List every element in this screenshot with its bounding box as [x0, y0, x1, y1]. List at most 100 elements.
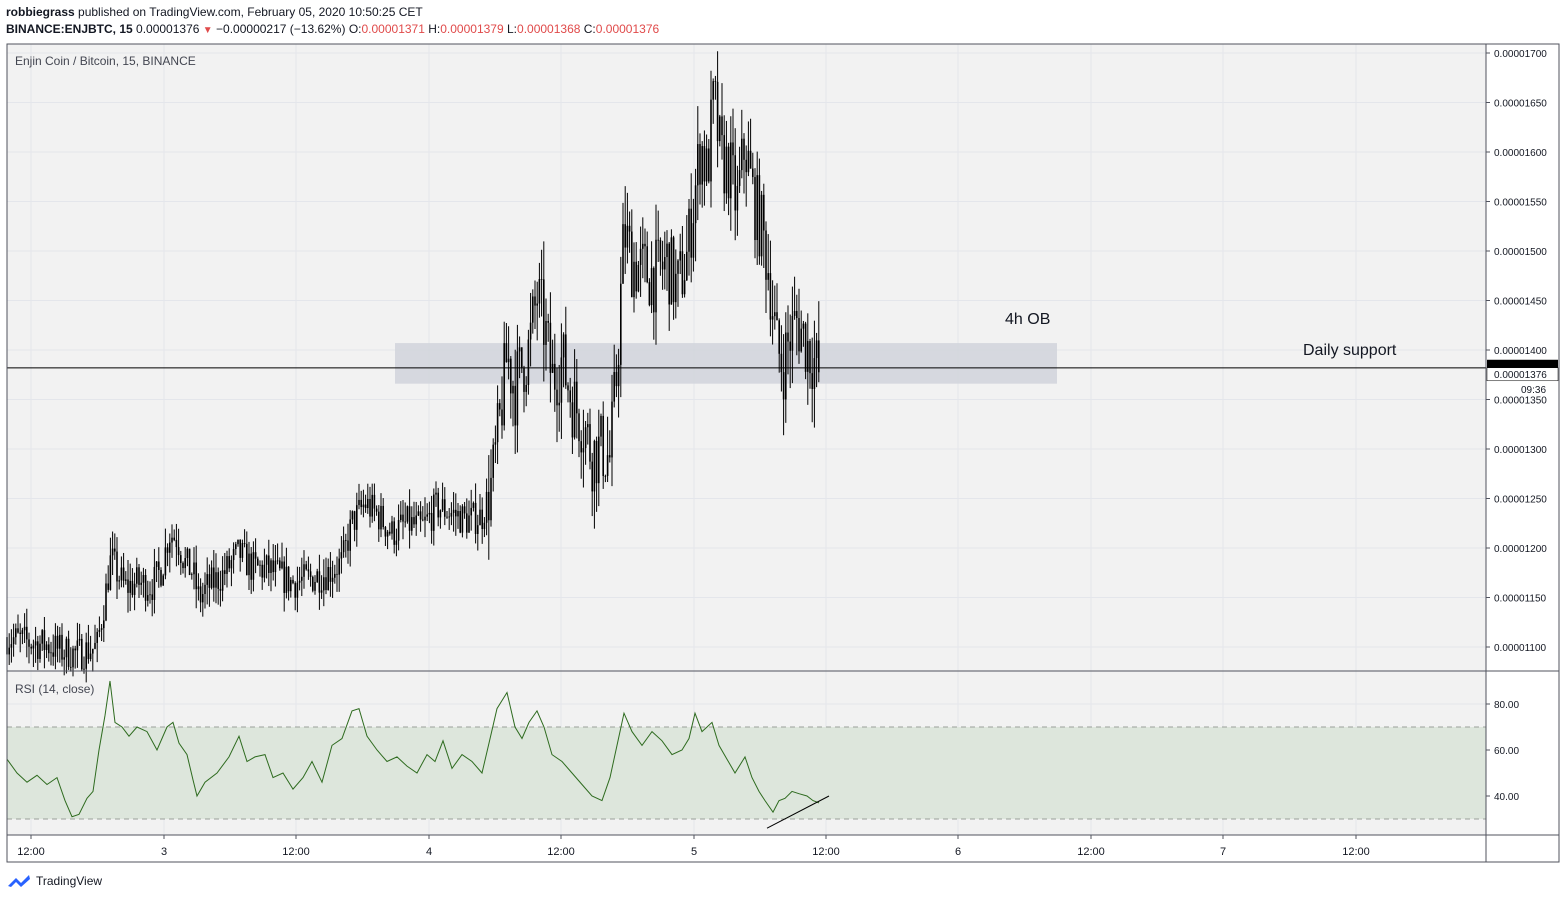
candle-body-136 — [305, 564, 307, 570]
candle-body-362 — [802, 323, 805, 329]
candle-body-224 — [499, 403, 501, 410]
candle-body-323 — [716, 81, 719, 142]
candle-body-139 — [312, 576, 314, 591]
price-tick-label-5: 0.00001450 — [1494, 297, 1547, 308]
candle-body-329 — [730, 142, 732, 199]
candle-body-200 — [446, 516, 448, 518]
candle-body-304 — [675, 273, 677, 303]
candle-body-204 — [455, 509, 457, 517]
candle-body-108 — [243, 543, 246, 544]
candle-body-19 — [48, 644, 50, 654]
candle-body-369 — [818, 340, 820, 373]
candle-body-246 — [547, 321, 549, 323]
candle-body-234 — [521, 347, 523, 369]
candle-body-237 — [527, 339, 530, 385]
support-price-marker — [1487, 359, 1558, 368]
author-name[interactable]: robbiegrass — [6, 5, 75, 19]
candle-body-50 — [116, 551, 118, 582]
candle-body-53 — [122, 567, 125, 581]
candle-body-134 — [301, 576, 303, 581]
candle-body-6 — [19, 632, 21, 634]
candle-body-157 — [351, 511, 354, 520]
candle-body-87 — [197, 586, 200, 590]
candle-body-215 — [479, 509, 481, 526]
candle-body-164 — [367, 498, 369, 509]
rsi-tick-label-2: 40.00 — [1494, 792, 1519, 803]
candle-body-202 — [450, 512, 453, 517]
candle-body-129 — [290, 579, 292, 592]
candle-body-340 — [754, 177, 756, 241]
candle-body-32 — [76, 640, 79, 651]
candle-body-214 — [477, 525, 479, 534]
candle-body-259 — [576, 381, 578, 414]
candle-body-198 — [441, 499, 444, 511]
candle-body-254 — [565, 334, 567, 386]
candle-body-320 — [710, 99, 712, 182]
last-price-box — [1486, 367, 1559, 382]
candle-body-243 — [540, 279, 543, 280]
candle-body-273 — [606, 455, 609, 476]
candle-body-364 — [807, 341, 809, 372]
candle-body-305 — [677, 260, 679, 274]
candle-body-36 — [85, 642, 87, 669]
time-tick-label-7: 6 — [955, 846, 961, 858]
candle-body-161 — [360, 499, 362, 508]
candle-body-98 — [221, 570, 224, 591]
candle-body-64 — [147, 595, 149, 601]
candle-body-271 — [602, 415, 604, 476]
candle-body-318 — [705, 148, 708, 182]
candle-body-201 — [448, 516, 450, 518]
candle-body-58 — [133, 583, 136, 595]
candle-body-349 — [774, 312, 776, 317]
price-value: 0.00001376 — [136, 22, 200, 36]
candle-body-279 — [620, 283, 622, 365]
candle-body-193 — [430, 512, 433, 531]
candle-body-283 — [628, 225, 631, 232]
candle-body-365 — [809, 341, 811, 374]
low-label: L: — [507, 22, 518, 36]
candle-body-316 — [701, 146, 703, 185]
candle-body-107 — [241, 543, 244, 558]
candle-body-317 — [703, 146, 706, 182]
candle-body-339 — [752, 168, 754, 178]
high-label: H: — [428, 22, 441, 36]
candle-body-123 — [276, 560, 279, 562]
candle-body-225 — [501, 409, 503, 426]
candle-body-146 — [327, 567, 329, 591]
time-tick-label-10: 12:00 — [1342, 846, 1370, 858]
candle-body-325 — [721, 116, 723, 136]
candle-body-142 — [318, 571, 321, 593]
candle-body-242 — [538, 279, 541, 304]
candle-body-11 — [30, 646, 32, 649]
candle-body-303 — [672, 237, 675, 303]
candle-body-277 — [615, 372, 618, 387]
candle-body-177 — [395, 540, 398, 545]
candle-body-348 — [771, 316, 774, 320]
candle-body-299 — [664, 257, 666, 270]
candle-body-167 — [373, 494, 376, 509]
candle-body-67 — [153, 566, 156, 600]
candle-body-163 — [364, 504, 367, 509]
candle-body-86 — [195, 562, 197, 590]
published-text: published on TradingView.com, February 0… — [74, 5, 423, 19]
chart-title: Enjin Coin / Bitcoin, 15, BINANCE — [15, 54, 196, 68]
candle-body-48 — [111, 548, 114, 556]
candle-body-103 — [232, 549, 235, 561]
candle-body-360 — [798, 318, 800, 352]
candle-body-40 — [94, 642, 96, 649]
candle-body-135 — [303, 564, 305, 577]
candle-body-314 — [697, 144, 699, 186]
candle-body-287 — [637, 264, 640, 292]
candle-body-44 — [103, 620, 105, 629]
candle-body-49 — [114, 548, 116, 552]
price-tick-label-3: 0.00001550 — [1494, 198, 1547, 209]
price-tick-label-11: 0.00001150 — [1494, 594, 1547, 605]
candle-body-70 — [160, 570, 162, 586]
rsi-series-line — [6, 680, 820, 818]
candle-body-3 — [12, 637, 15, 645]
candle-body-155 — [347, 540, 349, 551]
candle-body-34 — [81, 638, 83, 670]
candle-body-2 — [10, 644, 13, 648]
candle-body-176 — [393, 521, 395, 545]
